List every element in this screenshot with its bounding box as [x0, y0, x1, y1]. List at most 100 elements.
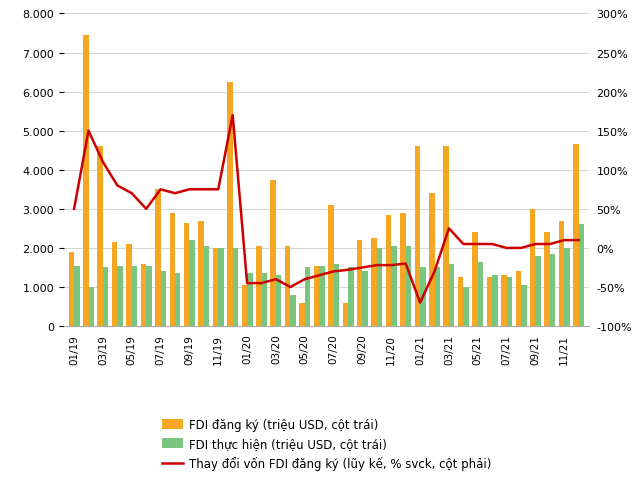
- Bar: [74, 266, 79, 326]
- Thay đổi vốn FDI đăng ký (lũy kế, % svck, cột phải): [460, 241, 467, 247]
- Bar: [83, 36, 88, 326]
- Line: Thay đổi vốn FDI đăng ký (lũy kế, % svck, cột phải): Thay đổi vốn FDI đăng ký (lũy kế, % svck…: [74, 116, 579, 303]
- Bar: [285, 246, 291, 326]
- Thay đổi vốn FDI đăng ký (lũy kế, % svck, cột phải): [474, 241, 482, 247]
- Bar: [314, 266, 319, 326]
- Bar: [449, 264, 454, 326]
- Thay đổi vốn FDI đăng ký (lũy kế, % svck, cột phải): [99, 160, 107, 166]
- Bar: [126, 244, 132, 326]
- Bar: [429, 194, 435, 326]
- Thay đổi vốn FDI đăng ký (lũy kế, % svck, cột phải): [186, 187, 193, 193]
- Bar: [420, 268, 426, 326]
- Thay đổi vốn FDI đăng ký (lũy kế, % svck, cột phải): [316, 273, 323, 278]
- Bar: [492, 276, 498, 326]
- Bar: [146, 266, 152, 326]
- Bar: [478, 262, 483, 326]
- Bar: [371, 239, 377, 326]
- Thay đổi vốn FDI đăng ký (lũy kế, % svck, cột phải): [416, 300, 424, 306]
- Bar: [175, 274, 180, 326]
- Bar: [141, 264, 146, 326]
- Bar: [579, 225, 584, 326]
- Bar: [357, 240, 362, 326]
- Bar: [68, 252, 74, 326]
- Bar: [487, 277, 492, 326]
- Bar: [545, 233, 550, 326]
- Bar: [305, 268, 310, 326]
- Bar: [161, 272, 166, 326]
- Bar: [342, 303, 348, 326]
- Thay đổi vốn FDI đăng ký (lũy kế, % svck, cột phải): [113, 183, 121, 189]
- Thay đổi vốn FDI đăng ký (lũy kế, % svck, cột phải): [84, 129, 92, 134]
- Bar: [218, 249, 224, 326]
- Bar: [189, 240, 195, 326]
- Bar: [155, 190, 161, 326]
- Thay đổi vốn FDI đăng ký (lũy kế, % svck, cột phải): [561, 238, 568, 243]
- Bar: [444, 147, 449, 326]
- Bar: [97, 147, 103, 326]
- Bar: [472, 233, 478, 326]
- Thay đổi vốn FDI đăng ký (lũy kế, % svck, cột phải): [171, 191, 179, 197]
- Thay đổi vốn FDI đăng ký (lũy kế, % svck, cột phải): [287, 285, 294, 290]
- Thay đổi vốn FDI đăng ký (lũy kế, % svck, cột phải): [200, 187, 208, 193]
- Thay đổi vốn FDI đăng ký (lũy kế, % svck, cột phải): [272, 276, 280, 282]
- Bar: [564, 249, 570, 326]
- Bar: [377, 249, 382, 326]
- Bar: [559, 221, 564, 326]
- Bar: [463, 288, 469, 326]
- Bar: [501, 276, 507, 326]
- Bar: [333, 264, 339, 326]
- Thay đổi vốn FDI đăng ký (lũy kế, % svck, cột phải): [243, 281, 251, 287]
- Thay đổi vốn FDI đăng ký (lũy kế, % svck, cột phải): [330, 269, 337, 275]
- Thay đổi vốn FDI đăng ký (lũy kế, % svck, cột phải): [373, 263, 381, 268]
- Bar: [276, 276, 282, 326]
- Bar: [550, 254, 556, 326]
- Bar: [415, 147, 420, 326]
- Thay đổi vốn FDI đăng ký (lũy kế, % svck, cột phải): [301, 276, 308, 282]
- Thay đổi vốn FDI đăng ký (lũy kế, % svck, cột phải): [214, 187, 222, 193]
- Bar: [530, 209, 536, 326]
- Thay đổi vốn FDI đăng ký (lũy kế, % svck, cột phải): [532, 241, 540, 247]
- Bar: [406, 246, 411, 326]
- Thay đổi vốn FDI đăng ký (lũy kế, % svck, cột phải): [575, 238, 582, 243]
- Bar: [386, 215, 391, 326]
- Bar: [204, 246, 209, 326]
- Bar: [88, 288, 94, 326]
- Bar: [271, 180, 276, 326]
- Thay đổi vốn FDI đăng ký (lũy kế, % svck, cột phải): [503, 246, 511, 252]
- Bar: [516, 272, 521, 326]
- Thay đổi vốn FDI đăng ký (lũy kế, % svck, cột phải): [229, 113, 237, 119]
- Bar: [300, 303, 305, 326]
- Bar: [170, 213, 175, 326]
- Bar: [348, 268, 353, 326]
- Thay đổi vốn FDI đăng ký (lũy kế, % svck, cột phải): [258, 281, 266, 287]
- Thay đổi vốn FDI đăng ký (lũy kế, % svck, cột phải): [358, 265, 366, 271]
- Thay đổi vốn FDI đăng ký (lũy kế, % svck, cột phải): [344, 267, 352, 273]
- Thay đổi vốn FDI đăng ký (lũy kế, % svck, cột phải): [445, 226, 452, 232]
- Bar: [256, 246, 262, 326]
- Bar: [573, 145, 579, 326]
- Bar: [536, 256, 541, 326]
- Thay đổi vốn FDI đăng ký (lũy kế, % svck, cột phải): [157, 187, 164, 193]
- Thay đổi vốn FDI đăng ký (lũy kế, % svck, cột phải): [70, 206, 78, 212]
- Thay đổi vốn FDI đăng ký (lũy kế, % svck, cột phải): [402, 261, 410, 267]
- Legend: FDI đăng ký (triệu USD, cột trái), FDI thực hiện (triệu USD, cột trái), Thay đổi: FDI đăng ký (triệu USD, cột trái), FDI t…: [157, 414, 496, 475]
- Thay đổi vốn FDI đăng ký (lũy kế, % svck, cột phải): [488, 241, 496, 247]
- Bar: [233, 249, 238, 326]
- Thay đổi vốn FDI đăng ký (lũy kế, % svck, cột phải): [517, 246, 525, 252]
- Bar: [247, 274, 253, 326]
- Bar: [458, 277, 463, 326]
- Bar: [328, 205, 333, 326]
- Thay đổi vốn FDI đăng ký (lũy kế, % svck, cột phải): [387, 263, 395, 268]
- Bar: [400, 213, 406, 326]
- Bar: [391, 246, 397, 326]
- Thay đổi vốn FDI đăng ký (lũy kế, % svck, cột phải): [128, 191, 136, 197]
- Bar: [103, 268, 108, 326]
- Bar: [319, 266, 324, 326]
- Bar: [291, 295, 296, 326]
- Bar: [242, 286, 247, 326]
- Bar: [117, 266, 123, 326]
- Bar: [507, 277, 512, 326]
- Thay đổi vốn FDI đăng ký (lũy kế, % svck, cột phải): [142, 206, 150, 212]
- Bar: [132, 266, 137, 326]
- Bar: [198, 221, 204, 326]
